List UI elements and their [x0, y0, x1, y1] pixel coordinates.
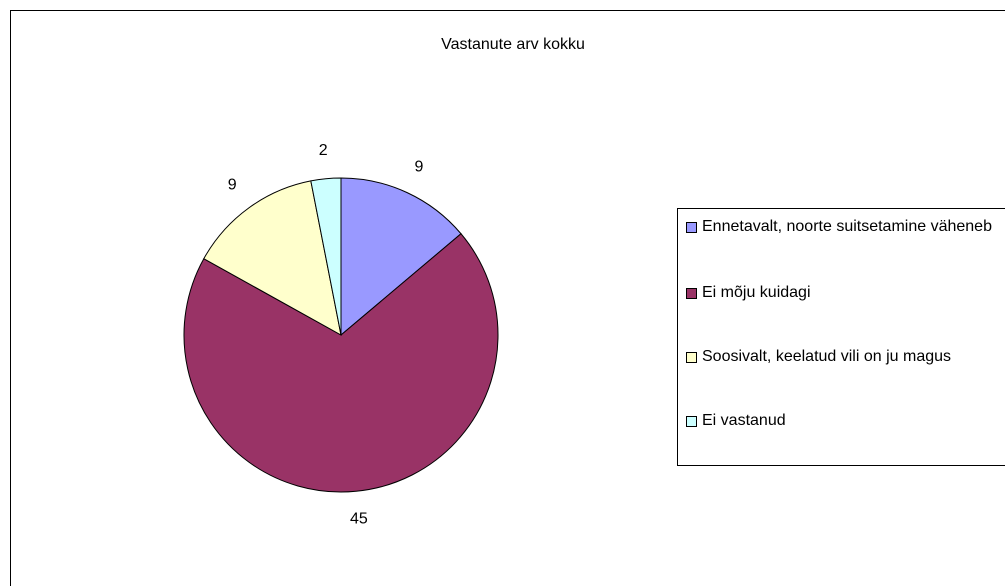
data-label: 9	[228, 177, 237, 194]
legend-swatch	[686, 352, 697, 363]
data-label: 45	[350, 510, 368, 527]
legend-label: Ennetavalt, noorte suitsetamine väheneb	[702, 218, 992, 235]
pie-slice	[340, 177, 462, 337]
pie-slice	[183, 233, 499, 493]
legend-swatch	[686, 288, 697, 299]
legend-item: Ennetavalt, noorte suitsetamine väheneb	[684, 215, 1005, 239]
legend: Ennetavalt, noorte suitsetamine väheneb E…	[677, 208, 1005, 466]
legend-swatch	[686, 416, 697, 427]
legend-swatch	[686, 222, 697, 233]
pie-slice	[203, 180, 342, 336]
legend-label: Soosivalt, keelatud vili on ju magus	[702, 348, 952, 365]
legend-label: Ei vastanud	[702, 412, 786, 429]
legend-label: Ei mõju kuidagi	[702, 284, 811, 301]
chart-title: Vastanute arv kokku	[441, 36, 585, 53]
legend-item: Ei mõju kuidagi	[684, 281, 1005, 305]
pie-slice	[310, 177, 342, 336]
data-label: 2	[319, 142, 328, 159]
legend-item: Ei vastanud	[684, 409, 1005, 433]
data-label: 9	[415, 158, 424, 175]
legend-item: Soosivalt, keelatud vili on ju magus	[684, 345, 1005, 369]
